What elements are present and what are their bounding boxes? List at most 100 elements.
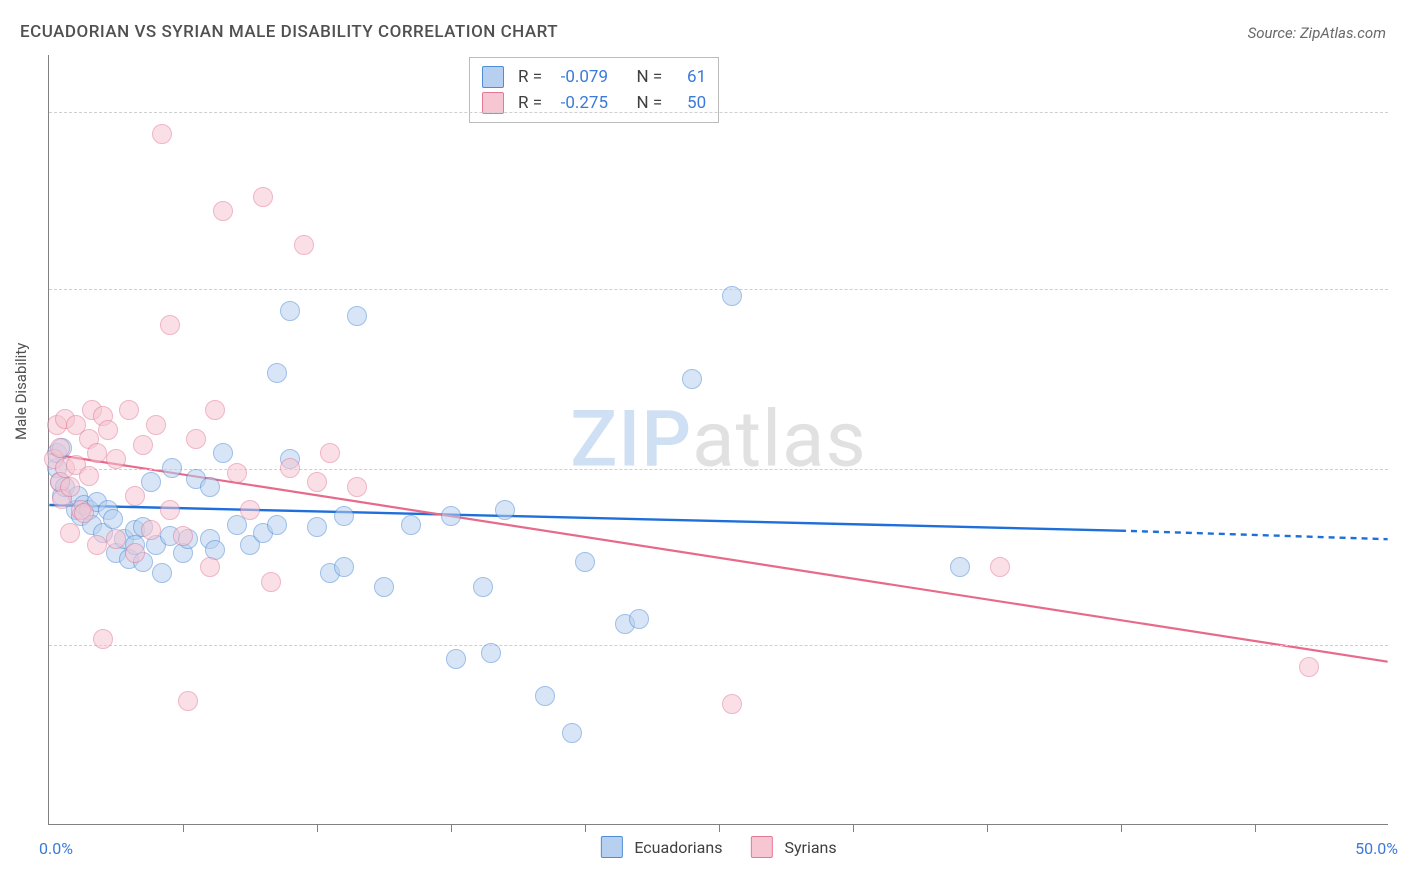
data-point [103, 509, 123, 529]
y-tick-label: 6.3% [1398, 636, 1406, 655]
data-point [213, 443, 233, 463]
data-point [74, 503, 94, 523]
data-point [87, 443, 107, 463]
r-value: -0.079 [552, 64, 608, 90]
x-tick [719, 824, 720, 832]
data-point [280, 301, 300, 321]
y-tick-label: 25.0% [1398, 103, 1406, 122]
data-point [173, 526, 193, 546]
data-point [334, 557, 354, 577]
trend-lines-layer [49, 55, 1388, 824]
data-point [267, 363, 287, 383]
x-axis-min-label: 0.0% [39, 839, 73, 858]
data-point [473, 577, 493, 597]
data-point [160, 315, 180, 335]
data-point [200, 557, 220, 577]
data-point [261, 572, 281, 592]
data-point [562, 723, 582, 743]
x-tick [1121, 824, 1122, 832]
data-point [374, 577, 394, 597]
data-point [98, 420, 118, 440]
legend-swatch [600, 836, 622, 858]
data-point [495, 500, 515, 520]
data-point [152, 124, 172, 144]
data-point [267, 515, 287, 535]
data-point [162, 458, 182, 478]
data-point [160, 500, 180, 520]
data-point [320, 443, 340, 463]
data-point [722, 694, 742, 714]
data-point [141, 520, 161, 540]
data-point [294, 235, 314, 255]
data-point [334, 506, 354, 526]
y-tick-label: 18.8% [1398, 279, 1406, 298]
n-label: N = [636, 64, 662, 90]
data-point [401, 515, 421, 535]
legend-item: Syrians [750, 836, 836, 858]
data-point [347, 477, 367, 497]
y-axis-label: Male Disability [12, 343, 30, 440]
x-tick [183, 824, 184, 832]
gridline [49, 112, 1388, 113]
stats-row: R = -0.079 N = 61 [482, 64, 706, 90]
data-point [133, 435, 153, 455]
legend-item: Ecuadorians [600, 836, 722, 858]
data-point [575, 552, 595, 572]
data-point [481, 643, 501, 663]
trend-line [49, 454, 1387, 662]
data-point [79, 466, 99, 486]
data-point [178, 691, 198, 711]
trend-line [49, 505, 1120, 531]
data-point [240, 500, 260, 520]
gridline [49, 645, 1388, 646]
data-point [280, 458, 300, 478]
data-point [307, 472, 327, 492]
data-point [307, 517, 327, 537]
data-point [93, 629, 113, 649]
legend-label: Ecuadorians [634, 838, 722, 857]
data-point [200, 477, 220, 497]
data-point [186, 429, 206, 449]
r-label: R = [518, 64, 542, 90]
legend-swatch [750, 836, 772, 858]
series-legend: Ecuadorians Syrians [600, 836, 836, 858]
x-tick [451, 824, 452, 832]
gridline [49, 289, 1388, 290]
source-attribution: Source: ZipAtlas.com [1248, 24, 1386, 42]
data-point [60, 477, 80, 497]
data-point [119, 400, 139, 420]
data-point [213, 201, 233, 221]
data-point [106, 449, 126, 469]
data-point [125, 543, 145, 563]
y-tick-label: 12.5% [1398, 459, 1406, 478]
data-point [205, 400, 225, 420]
data-point [106, 529, 126, 549]
x-axis-max-label: 50.0% [1355, 839, 1398, 858]
n-value: 61 [672, 64, 706, 90]
trend-line [1120, 531, 1388, 540]
data-point [629, 609, 649, 629]
data-point [446, 649, 466, 669]
series-swatch [482, 92, 504, 114]
data-point [950, 557, 970, 577]
data-point [990, 557, 1010, 577]
data-point [60, 523, 80, 543]
x-tick [1255, 824, 1256, 832]
data-point [1299, 657, 1319, 677]
legend-label: Syrians [784, 838, 836, 857]
x-tick [585, 824, 586, 832]
x-tick [317, 824, 318, 832]
series-swatch [482, 66, 504, 88]
data-point [535, 686, 555, 706]
data-point [146, 415, 166, 435]
data-point [441, 506, 461, 526]
data-point [347, 306, 367, 326]
data-point [141, 472, 161, 492]
gridline [49, 469, 1388, 470]
data-point [50, 438, 70, 458]
data-point [722, 286, 742, 306]
data-point [682, 369, 702, 389]
data-point [227, 463, 247, 483]
chart-title: ECUADORIAN VS SYRIAN MALE DISABILITY COR… [20, 22, 558, 42]
data-point [87, 535, 107, 555]
